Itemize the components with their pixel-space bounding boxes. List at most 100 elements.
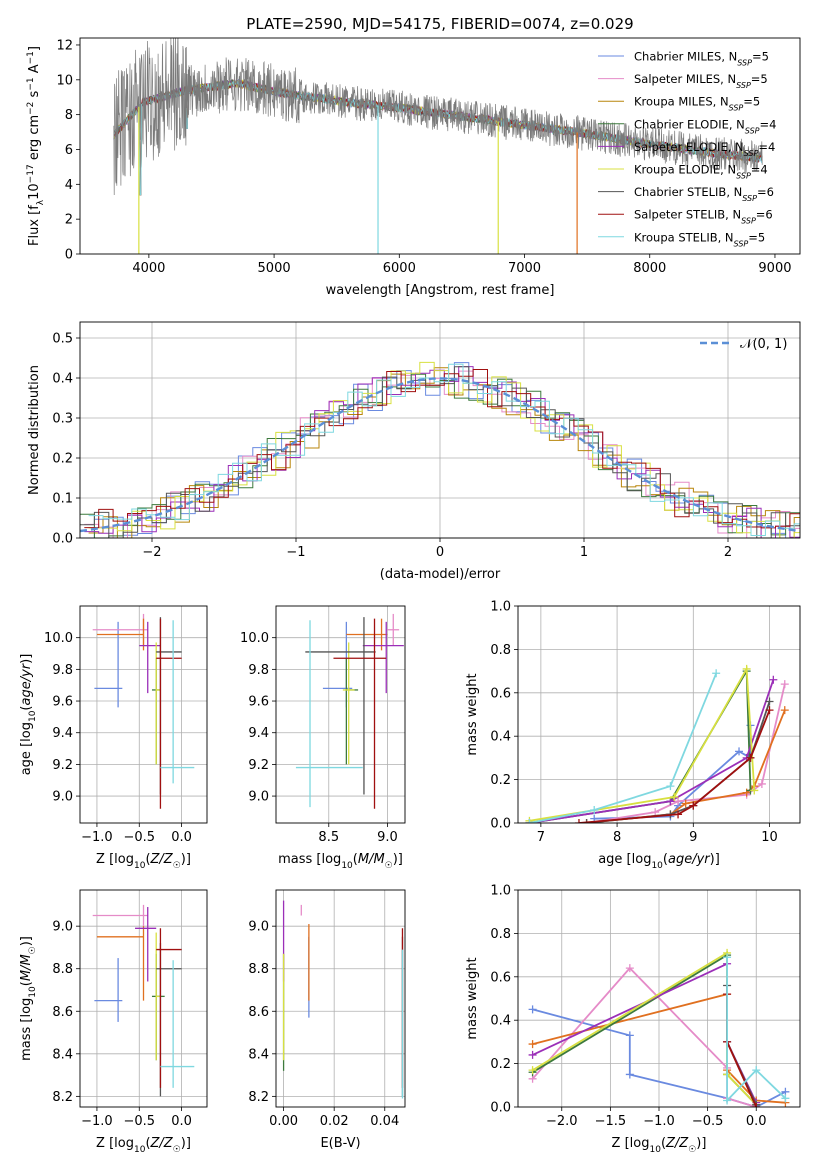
y-tick-label: 9.8 xyxy=(52,663,73,678)
x-axis-label: (data-model)/error xyxy=(380,567,501,582)
legend-label: Chabrier ELODIE, NSSP=4 xyxy=(634,117,776,135)
x-tick-label: 0.0 xyxy=(171,1114,192,1129)
y-tick-label: 12 xyxy=(56,38,73,53)
errorbar-point xyxy=(387,613,400,646)
axes-frame xyxy=(79,605,208,824)
legend-label: Kroupa STELIB, NSSP=5 xyxy=(634,230,765,248)
x-tick-label: −0.5 xyxy=(692,1114,724,1129)
legend-label: Kroupa MILES, NSSP=5 xyxy=(634,95,760,113)
plot-area xyxy=(295,613,404,809)
y-axis-label: mass weight xyxy=(465,957,480,1039)
figure-title: PLATE=2590, MJD=54175, FIBERID=0074, z=0… xyxy=(246,15,633,33)
mass-weight-series xyxy=(532,1008,786,1107)
y-tick-label: 9.2 xyxy=(52,758,73,773)
errorbar-point xyxy=(139,621,161,694)
mass-weight-marker xyxy=(525,819,534,823)
mass-weight-marker xyxy=(752,1103,761,1107)
y-tick-label: 9.0 xyxy=(52,920,73,935)
y-tick-label: 8.6 xyxy=(52,1005,73,1020)
mass-weight-marker xyxy=(742,664,751,673)
y-tick-label: 0.4 xyxy=(52,372,73,387)
panel-age-vs-Z: −1.0 −0.5 0.0 9.0 9.2 9.4 9.6 9.8 10.0 Z [log10(Z… xyxy=(19,605,208,871)
x-tick-label: 1 xyxy=(580,545,588,560)
mass-weight-marker xyxy=(681,799,690,808)
y-tick-label: 0.6 xyxy=(490,686,511,701)
mass-weight-marker xyxy=(666,797,675,806)
y-tick-label: 0.8 xyxy=(490,643,511,658)
mass-weight-marker xyxy=(528,1050,537,1059)
legend-label: Chabrier MILES, NSSP=5 xyxy=(634,50,769,68)
x-tick-label: 9.0 xyxy=(377,830,398,845)
x-tick-label: 7000 xyxy=(508,261,541,276)
y-tick-label: 9.0 xyxy=(248,920,269,935)
mass-weight-marker xyxy=(651,808,660,817)
y-tick-label: 0.2 xyxy=(52,452,73,467)
x-axis-label: Z [log10(Z/Z☉)] xyxy=(612,1136,707,1155)
panel-mass-vs-Z: −1.0 −0.5 0.0 8.2 8.4 8.6 8.8 9.0 Z [log10(Z/Z☉)… xyxy=(19,889,208,1155)
errorbar-point xyxy=(342,642,355,765)
y-tick-label: 0.2 xyxy=(490,1057,511,1072)
mass-weight-marker xyxy=(780,680,789,689)
plot-area xyxy=(525,664,789,823)
y-axis-label: Normed distribution xyxy=(27,365,42,495)
x-axis-label: Z [log10(Z/Z☉)] xyxy=(96,1136,191,1155)
legend-label: Salpeter ELODIE, NSSP=4 xyxy=(634,140,775,158)
legend-label: Kroupa ELODIE, NSSP=4 xyxy=(634,163,768,181)
x-tick-label: −1.5 xyxy=(595,1114,627,1129)
errorbar-point xyxy=(96,926,145,1001)
errorbar-point xyxy=(156,928,182,1088)
y-tick-label: 1.0 xyxy=(490,600,511,615)
mass-weight-marker xyxy=(723,1096,732,1105)
mass-weight-marker xyxy=(528,1005,537,1014)
panel-mass-weight-vs-Z: −2.0 −1.5 −1.0 −0.5 0.0 0.0 0.2 0.4 0.6 0.8 1.0 Z [… xyxy=(465,884,801,1155)
x-axis-label: mass [log10(M/M☉)] xyxy=(278,852,403,871)
y-tick-label: 0.0 xyxy=(490,1101,511,1116)
x-axis-label: age [log10(age/yr)] xyxy=(598,852,720,871)
x-tick-label: −0.5 xyxy=(123,830,155,845)
errorbar-point xyxy=(160,620,195,784)
x-tick-label: 0.0 xyxy=(746,1114,767,1129)
axes-frame xyxy=(275,605,406,824)
mass-weight-series xyxy=(529,665,756,822)
mass-weight-marker xyxy=(765,706,774,715)
mass-weight-marker xyxy=(574,819,583,823)
y-tick-label: 0.0 xyxy=(52,532,73,547)
spectrum-legend: Chabrier MILES, NSSP=5 Salpeter MILES, NS… xyxy=(598,50,776,248)
errorbar-point xyxy=(295,620,363,808)
errorbar-point xyxy=(135,907,157,982)
y-tick-label: 0.4 xyxy=(490,1014,511,1029)
y-tick-label: 9.0 xyxy=(52,790,73,805)
x-tick-label: 4000 xyxy=(132,261,165,276)
x-tick-label: 8.5 xyxy=(318,830,339,845)
y-tick-label: 9.4 xyxy=(52,726,73,741)
y-axis-label: mass weight xyxy=(465,673,480,755)
residual-histogram xyxy=(84,370,800,538)
mass-weight-marker xyxy=(769,675,778,684)
x-tick-label: 0.02 xyxy=(320,1114,349,1129)
panel-age-vs-mass: 8.5 9.0 9.0 9.2 9.4 9.6 9.8 10.0 mass [log10(M/M… xyxy=(240,605,406,871)
errorbar-point xyxy=(155,932,161,1061)
y-tick-label: 10.0 xyxy=(240,631,269,646)
x-tick-label: 9000 xyxy=(758,261,791,276)
x-tick-label: 6000 xyxy=(383,261,416,276)
y-tick-label: 9.4 xyxy=(248,726,269,741)
mass-weight-marker xyxy=(670,792,679,801)
mass-weight-marker xyxy=(757,779,766,788)
errorbar-point xyxy=(155,642,161,765)
mass-weight-marker xyxy=(674,797,683,806)
y-tick-label: 10 xyxy=(56,73,73,88)
plot-area xyxy=(528,948,790,1107)
normal-reference-curve xyxy=(80,377,800,533)
x-tick-label: 5000 xyxy=(258,261,291,276)
y-tick-label: 1.0 xyxy=(490,884,511,899)
x-tick-label: 8 xyxy=(613,830,621,845)
x-tick-label: 9 xyxy=(689,830,697,845)
y-tick-label: 9.2 xyxy=(248,758,269,773)
y-tick-label: 0.2 xyxy=(490,773,511,788)
x-tick-label: −1.0 xyxy=(643,1114,675,1129)
mass-weight-marker xyxy=(625,1031,634,1040)
panel-mass-vs-ebv: 0.00 0.02 0.04 8.2 8.4 8.6 8.8 9.0 E(B-V) xyxy=(248,889,406,1151)
axes-frame xyxy=(275,889,406,1108)
mass-weight-marker xyxy=(625,964,634,973)
